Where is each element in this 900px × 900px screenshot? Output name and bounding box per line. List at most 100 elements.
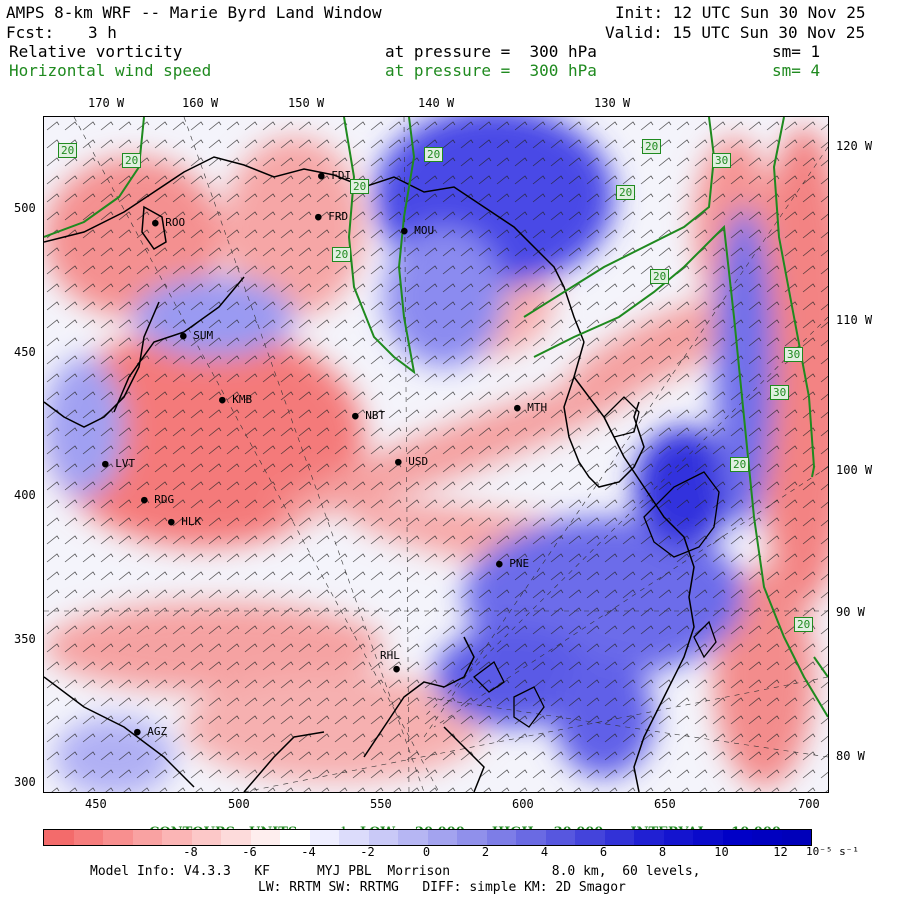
- colorbar-tick-label: 0: [422, 845, 431, 859]
- colorbar-swatch: [604, 830, 634, 845]
- valid-time: Valid: 15 UTC Sun 30 Nov 25: [605, 23, 866, 42]
- colorbar-swatch: [103, 830, 133, 845]
- station-mth: ● MTH: [514, 401, 548, 414]
- colorbar-tick-label: 4: [540, 845, 549, 859]
- top-lon-label: 170 W: [88, 96, 125, 110]
- colorbar-swatch: [752, 830, 782, 845]
- right-lon-label: 100 W: [836, 463, 873, 477]
- left-grid-label: 500: [14, 201, 36, 215]
- contour-label: 30: [784, 347, 804, 362]
- station-label: AGZ: [147, 725, 168, 738]
- contour-label: 30: [712, 153, 732, 168]
- bottom-grid-label: 450: [85, 797, 107, 811]
- colorbar-swatch: [486, 830, 516, 845]
- bottom-grid-label: 500: [228, 797, 250, 811]
- station-label: MTH: [527, 401, 548, 414]
- model-info-line1: Model Info: V4.3.3 KF MYJ PBL Morrison 8…: [90, 864, 701, 879]
- colorbar-swatch: [309, 830, 339, 845]
- colorbar-swatch: [663, 830, 693, 845]
- field-2-smoothing: sm= 4: [772, 61, 821, 80]
- contour-label: 20: [794, 617, 814, 632]
- right-lon-label: 120 W: [836, 139, 873, 153]
- bottom-grid-label: 550: [370, 797, 392, 811]
- station-rdg: ● RDG: [141, 493, 175, 506]
- right-lon-label: 80 W: [836, 749, 865, 763]
- top-lon-label: 130 W: [594, 96, 631, 110]
- left-grid-label: 350: [14, 632, 36, 646]
- contour-label: 20: [424, 147, 444, 162]
- map-svg: [44, 117, 828, 792]
- init-time: Init: 12 UTC Sun 30 Nov 25: [615, 3, 866, 22]
- station-kmb: ● KMB: [219, 393, 253, 406]
- left-grid-label: 300: [14, 775, 36, 789]
- bottom-grid-label: 700: [798, 797, 820, 811]
- colorbar: [43, 829, 812, 846]
- station-label: USD: [408, 455, 429, 468]
- station-sum: ● SUM: [180, 329, 214, 342]
- bottom-grid-label: 650: [654, 797, 676, 811]
- colorbar-swatch: [132, 830, 162, 845]
- station-label: RHL: [380, 649, 400, 662]
- station-label: LVT: [115, 457, 136, 470]
- field-2-name: Horizontal wind speed: [9, 61, 212, 80]
- colorbar-swatch: [457, 830, 487, 845]
- map-title: AMPS 8-km WRF -- Marie Byrd Land Window: [6, 3, 382, 22]
- station-label: NBT: [365, 409, 386, 422]
- forecast-label: Fcst:: [6, 23, 55, 42]
- station-agz: ● AGZ: [134, 725, 168, 738]
- contour-label: 20: [350, 179, 370, 194]
- top-lon-label: 150 W: [288, 96, 325, 110]
- station-rhl: RHL ●: [380, 649, 400, 675]
- station-label: HLK: [181, 515, 202, 528]
- station-label: KMB: [232, 393, 253, 406]
- station-usd: ● USD: [395, 455, 429, 468]
- forecast-value: 3 h: [88, 23, 117, 42]
- top-lon-label: 160 W: [182, 96, 219, 110]
- colorbar-swatch: [162, 830, 192, 845]
- field-1-name: Relative vorticity: [9, 42, 183, 61]
- bottom-grid-label: 600: [512, 797, 534, 811]
- station-label: FDI: [331, 169, 352, 182]
- colorbar-swatch: [221, 830, 251, 845]
- colorbar-swatch: [693, 830, 723, 845]
- colorbar-swatch: [781, 830, 811, 845]
- station-label: MOU: [414, 224, 435, 237]
- station-label: PNE: [509, 557, 530, 570]
- colorbar-swatch: [427, 830, 457, 845]
- contour-label: 20: [616, 185, 636, 200]
- colorbar-swatch: [722, 830, 752, 845]
- colorbar-tick-label: 10: [714, 845, 729, 859]
- station-pne: ● PNE: [496, 557, 530, 570]
- colorbar-swatch: [398, 830, 428, 845]
- colorbar-swatch: [516, 830, 546, 845]
- right-lon-label: 110 W: [836, 313, 873, 327]
- top-lon-label: 140 W: [418, 96, 455, 110]
- colorbar-unit: 10⁻⁵ s⁻¹: [806, 845, 859, 858]
- contour-label: 20: [730, 457, 750, 472]
- station-fdi: ● FDI: [318, 169, 352, 182]
- right-lon-label: 90 W: [836, 605, 865, 619]
- colorbar-swatch: [368, 830, 398, 845]
- islands: [473, 396, 720, 728]
- station-label: FRD: [328, 210, 349, 223]
- contour-label: 20: [122, 153, 142, 168]
- colorbar-tick-label: 6: [599, 845, 608, 859]
- lat-lon-grid: [44, 117, 828, 792]
- field-1-smoothing: sm= 1: [772, 42, 821, 61]
- colorbar-swatch: [73, 830, 103, 845]
- station-label: SUM: [193, 329, 214, 342]
- left-grid-label: 400: [14, 488, 36, 502]
- vorticity-shading: [44, 117, 828, 792]
- contour-label: 20: [332, 247, 352, 262]
- field-1-pressure: at pressure = 300 hPa: [385, 42, 597, 61]
- contour-label: 20: [58, 143, 78, 158]
- model-info-line2: LW: RRTM SW: RRTMG DIFF: simple KM: 2D S…: [258, 880, 626, 895]
- colorbar-tick-label: 2: [481, 845, 490, 859]
- colorbar-swatch: [575, 830, 605, 845]
- colorbar-tick-label: 8: [658, 845, 667, 859]
- station-mou: ● MOU: [401, 224, 435, 237]
- station-roo: ● ROO: [152, 216, 186, 229]
- wind-barb-layer: [44, 117, 828, 792]
- colorbar-swatch: [545, 830, 575, 845]
- field-2-pressure: at pressure = 300 hPa: [385, 61, 597, 80]
